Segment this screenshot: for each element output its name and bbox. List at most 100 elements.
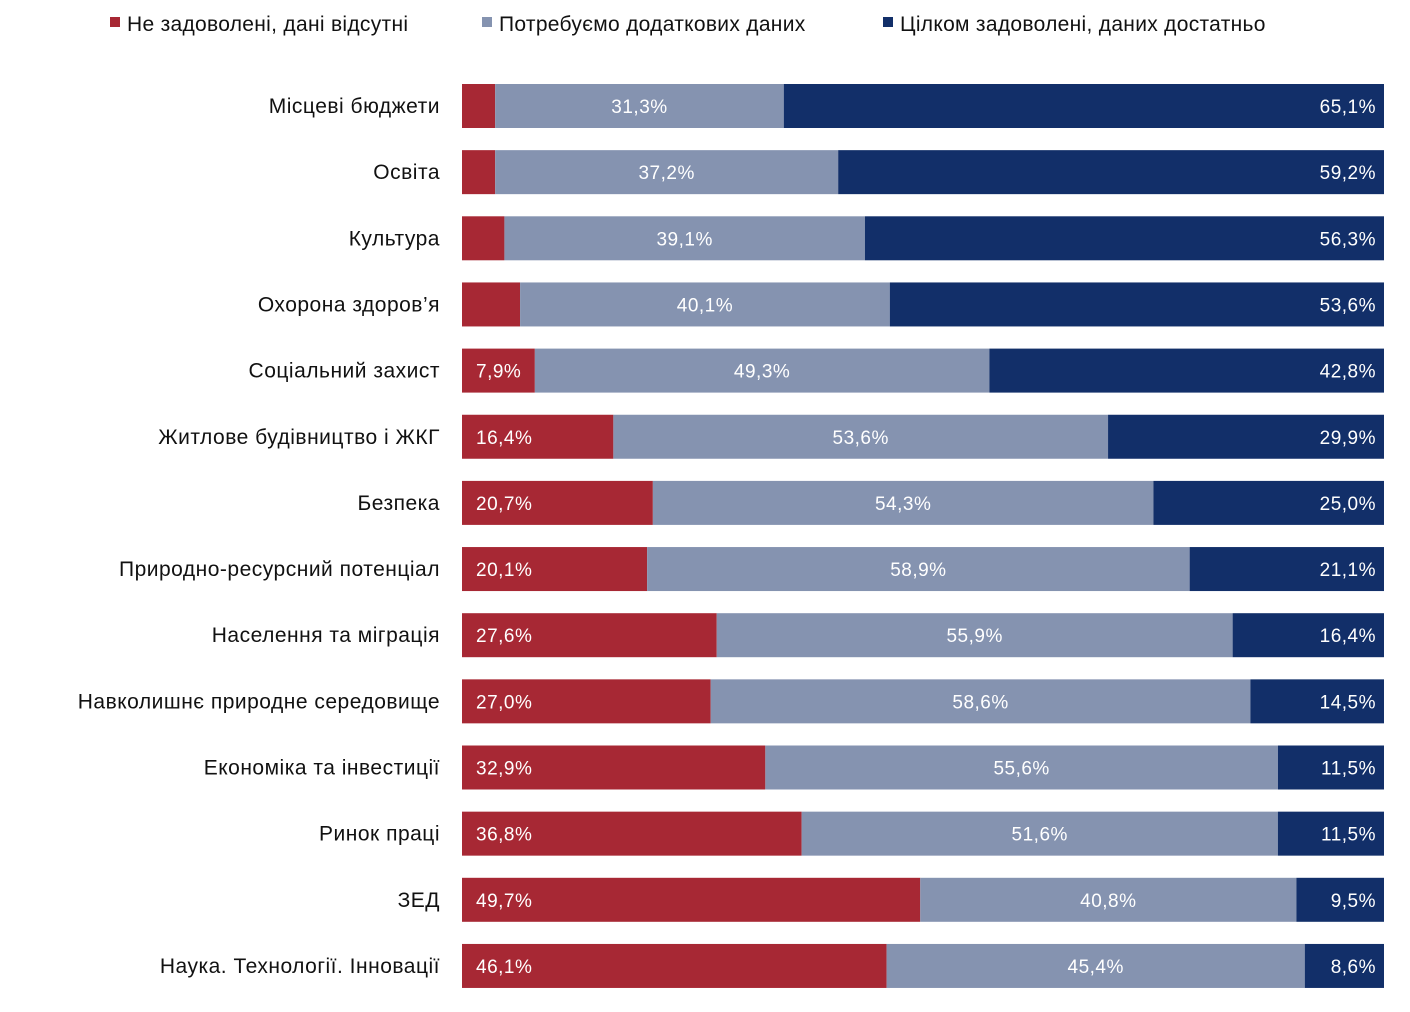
data-label: 46,1% [476, 957, 532, 978]
bar-segment-2 [495, 84, 784, 128]
bar-segment-3 [1153, 480, 1384, 525]
data-label: 25,0% [1320, 494, 1376, 515]
bar-segment-2 [520, 282, 890, 327]
bar-segment-1 [462, 547, 648, 592]
data-label: 14,5% [1320, 692, 1376, 713]
bar-segment-3 [1304, 943, 1384, 988]
category-label: Безпека [357, 492, 440, 515]
bar-segment-2 [647, 547, 1190, 592]
bar-segment-1 [462, 811, 802, 856]
category-label: Культура [349, 227, 440, 250]
data-label: 21,1% [1320, 560, 1376, 581]
category-label: Природно-ресурсний потенціал [119, 558, 440, 581]
bar-segment-3 [1277, 811, 1384, 856]
legend-swatch-1 [110, 17, 120, 27]
bar-segment-3 [1277, 745, 1384, 790]
legend-label-1: Не задоволені, дані відсутні [127, 13, 408, 36]
bar-segment-1 [462, 282, 521, 327]
bar-segment-3 [1232, 613, 1384, 658]
data-label: 16,4% [1320, 626, 1376, 647]
data-label: 40,1% [677, 295, 733, 316]
data-label: 29,9% [1320, 428, 1376, 449]
data-label: 37,2% [638, 163, 694, 184]
data-label: 16,4% [476, 428, 532, 449]
data-label: 51,6% [1012, 825, 1068, 846]
data-label: 7,9% [476, 362, 521, 383]
category-label: Освіта [373, 161, 440, 184]
bar-segment-1 [462, 150, 496, 195]
bar-segment-3 [1189, 547, 1384, 592]
data-label: 27,6% [476, 626, 532, 647]
bar-segment-2 [652, 480, 1154, 525]
bar-segment-3 [838, 150, 1384, 195]
bar-segment-2 [920, 877, 1297, 922]
data-label: 56,3% [1320, 229, 1376, 250]
data-label: 9,5% [1331, 891, 1376, 912]
data-label: 8,6% [1331, 957, 1376, 978]
bar-segment-1 [462, 943, 887, 988]
category-label: ЗЕД [398, 889, 440, 912]
data-label: 53,6% [1320, 295, 1376, 316]
legend-swatch-2 [482, 17, 492, 27]
data-label: 58,9% [890, 560, 946, 581]
data-label: 11,5% [1321, 759, 1376, 780]
legend-swatch-3 [883, 17, 893, 27]
category-label: Соціальний захист [249, 360, 440, 383]
category-label: Охорона здоров’я [258, 293, 440, 316]
bar-segment-1 [462, 348, 535, 393]
data-label: 32,9% [476, 759, 532, 780]
bar-segment-2 [710, 679, 1251, 724]
bar-segment-3 [889, 282, 1384, 327]
bar-segment-1 [462, 877, 921, 922]
data-label: 42,8% [1320, 362, 1376, 383]
bar-segment-2 [534, 348, 990, 393]
legend-label-2: Потребуємо додаткових даних [499, 13, 806, 36]
bar-segment-2 [886, 943, 1305, 988]
bar-segment-1 [462, 216, 505, 261]
bar-segment-2 [613, 414, 1109, 459]
bar-segment-2 [765, 745, 1278, 790]
legend-label-3: Цілком задоволені, даних достатньо [900, 13, 1266, 36]
bar-segment-1 [462, 84, 496, 128]
data-label: 59,2% [1320, 163, 1376, 184]
data-label: 58,6% [952, 692, 1008, 713]
bar-segment-1 [462, 480, 653, 525]
data-label: 49,3% [734, 362, 790, 383]
bar-segment-1 [462, 745, 766, 790]
data-label: 27,0% [476, 692, 532, 713]
bar-segment-2 [504, 216, 865, 261]
category-label: Навколишнє природне середовище [78, 690, 440, 713]
data-label: 55,9% [946, 626, 1002, 647]
data-label: 55,6% [993, 759, 1049, 780]
bar-segment-1 [462, 679, 711, 724]
bar-segment-1 [462, 613, 717, 658]
data-label: 49,7% [476, 891, 532, 912]
data-label: 39,1% [656, 229, 712, 250]
bar-segment-3 [864, 216, 1384, 261]
category-label: Наука. Технології. Інновації [160, 955, 440, 978]
data-label: 31,3% [611, 97, 667, 118]
category-label: Економіка та інвестиції [204, 757, 440, 780]
data-label: 20,1% [476, 560, 532, 581]
bar-segment-3 [1296, 877, 1384, 922]
category-label: Місцеві бюджети [269, 95, 440, 118]
data-label: 36,8% [476, 825, 532, 846]
data-label: 20,7% [476, 494, 532, 515]
data-label: 65,1% [1320, 97, 1376, 118]
data-label: 53,6% [833, 428, 889, 449]
category-label: Ринок праці [319, 823, 440, 846]
data-label: 40,8% [1080, 891, 1136, 912]
data-label: 54,3% [875, 494, 931, 515]
data-label: 11,5% [1321, 825, 1376, 846]
bar-segment-3 [783, 84, 1384, 128]
bar-segment-2 [716, 613, 1233, 658]
category-label: Населення та міграція [212, 624, 440, 647]
bar-segment-2 [801, 811, 1278, 856]
bar-segment-3 [989, 348, 1384, 393]
bar-segment-3 [1250, 679, 1384, 724]
bar-segment-3 [1108, 414, 1384, 459]
category-label: Житлове будівництво і ЖКГ [158, 426, 440, 449]
data-label: 45,4% [1068, 957, 1124, 978]
bar-segment-1 [462, 414, 614, 459]
